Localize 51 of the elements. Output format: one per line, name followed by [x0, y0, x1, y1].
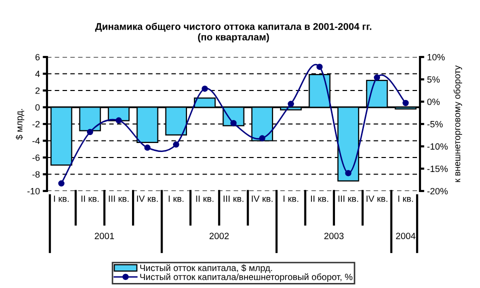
y-tick-label: 0: [35, 104, 40, 111]
y2-tick-label: 5%: [427, 76, 440, 83]
point: [259, 135, 266, 142]
y2-tick-label: -5%: [427, 121, 443, 128]
point: [230, 120, 237, 126]
point: [374, 74, 380, 81]
x-tick-label: IV кв.: [366, 196, 388, 202]
y-tick-label: -4: [32, 138, 40, 144]
point: [316, 64, 323, 70]
x-tick-label: I кв.: [168, 196, 184, 202]
point: [116, 117, 122, 124]
x-tick-label: I кв.: [54, 196, 69, 202]
legend-label: Чистый отток капитала, $ млрд.: [140, 264, 272, 273]
legend-label: Чистый отток капитала/внешнеторговый оборот, %: [140, 273, 352, 282]
y2-tick-label: -15%: [427, 166, 448, 172]
y-tick-label: 6: [35, 54, 40, 60]
point: [202, 86, 208, 92]
y2-tick-label: 0%: [427, 98, 440, 106]
point: [288, 100, 294, 108]
x-tick-label: I кв.: [398, 196, 413, 202]
y-axis-title: $ млрд.: [16, 109, 24, 140]
x-tick-label: IV кв.: [252, 196, 273, 202]
chart-title: Динамика общего чистого оттока капитала в 2001-2004 гг. (по кварталам): [95, 22, 372, 42]
y-tick-label: 2: [35, 87, 40, 94]
point: [86, 128, 94, 136]
y2-tick-label: 10%: [428, 54, 445, 60]
x-tick-label: IV кв.: [137, 196, 158, 202]
x-tick-label: III кв.: [108, 196, 129, 202]
y-tick-label: -8: [32, 171, 40, 178]
y2-tick-label: -20%: [427, 188, 448, 194]
point: [58, 180, 64, 187]
point: [402, 100, 409, 106]
x-tick-label: II кв.: [196, 196, 214, 202]
text: 2001: [94, 232, 114, 240]
y2-tick-label: -10%: [427, 143, 448, 150]
y-tick-label: 4: [35, 70, 40, 78]
x-tick-label: II кв.: [311, 196, 328, 202]
point: [345, 170, 352, 176]
y-tick-label: -10: [27, 188, 40, 194]
text: 2004: [396, 232, 416, 240]
text: 2003: [324, 232, 344, 240]
x-tick-label: II кв.: [81, 196, 99, 202]
x-tick-label: III кв.: [338, 196, 358, 202]
y-tick-label: -6: [32, 154, 40, 161]
point: [172, 141, 180, 148]
point: [144, 144, 151, 151]
y-tick-label: -2: [32, 120, 40, 128]
y2-axis-title: к внешнеторговому обороту: [454, 65, 462, 182]
x-tick-label: III кв.: [224, 196, 244, 202]
text: 2002: [210, 232, 229, 240]
x-tick-label: I кв.: [284, 196, 298, 202]
